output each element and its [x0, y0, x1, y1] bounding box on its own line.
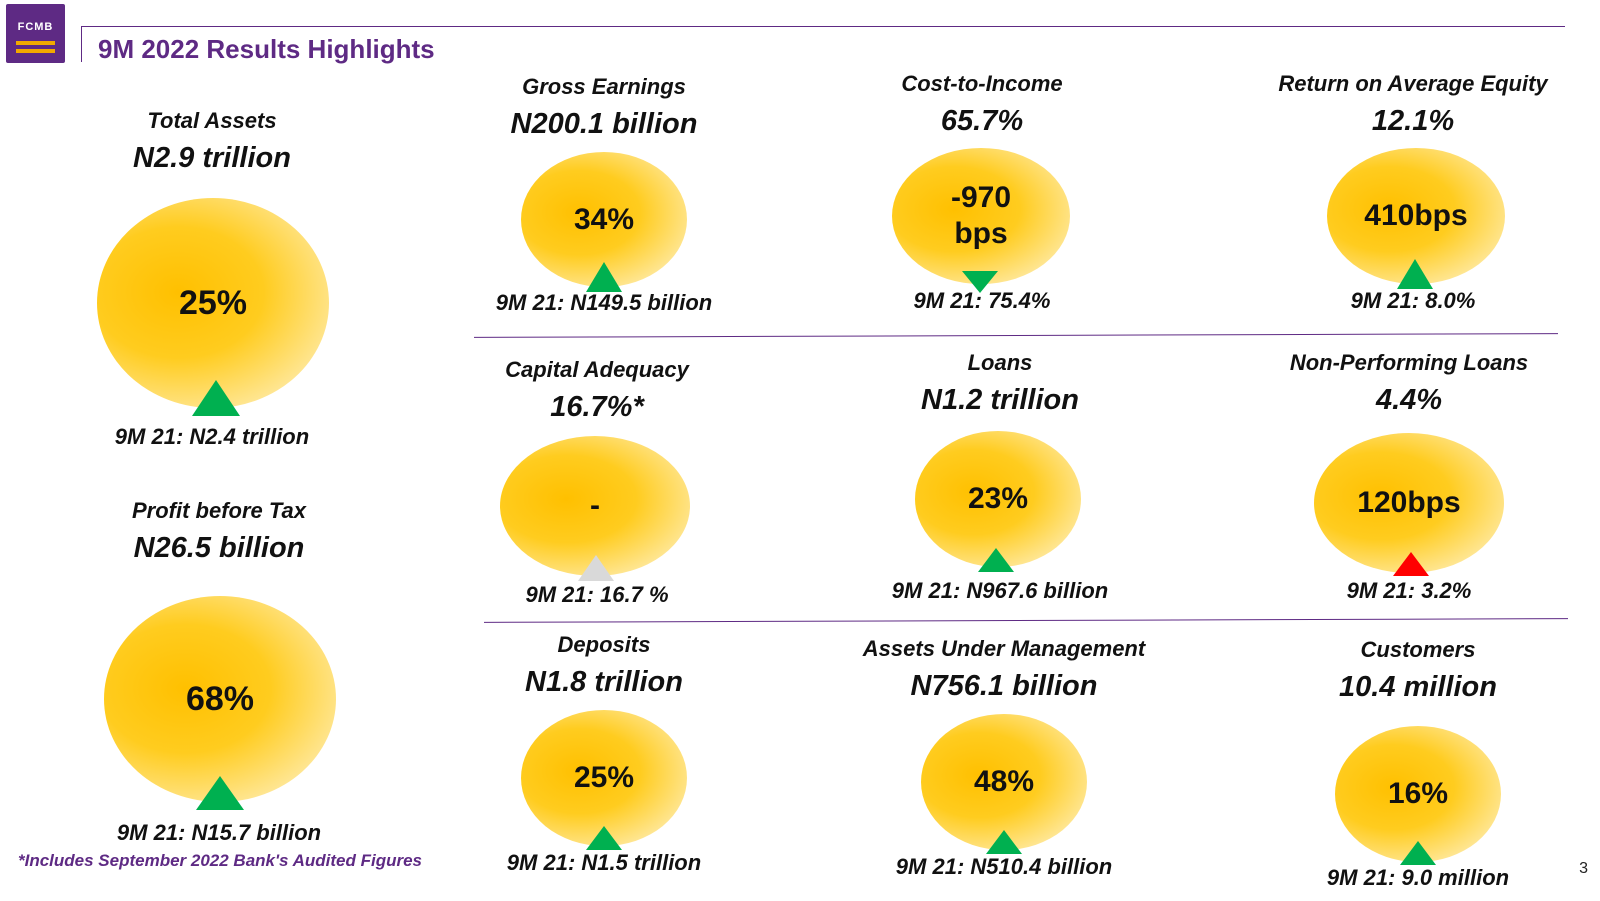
- logo-bar: [16, 41, 55, 45]
- page-number: 3: [1579, 860, 1588, 877]
- change-value: 410bps: [1364, 199, 1468, 232]
- metric-npl: Non-Performing Loans 4.4% 120bps 9M 21: …: [1249, 350, 1569, 610]
- metric-value: 65.7%: [940, 105, 1024, 137]
- metric-comparison: 9M 21: N967.6 billion: [891, 578, 1109, 603]
- metric-label: Total Assets: [147, 108, 277, 133]
- trend-up-icon: [1400, 841, 1436, 865]
- change-bubble: 68%: [104, 596, 336, 802]
- metric-label: Profit before Tax: [132, 498, 306, 523]
- trend-up-icon: [978, 548, 1014, 572]
- metric-label: Deposits: [557, 632, 651, 657]
- change-bubble: 25%: [97, 198, 329, 408]
- metric-value: N200.1 billion: [510, 108, 698, 140]
- logo-text: FCMB: [17, 21, 54, 33]
- trend-up-icon: [586, 262, 622, 292]
- metric-label: Gross Earnings: [522, 74, 686, 99]
- metric-total-assets: Total Assets N2.9 trillion 25% 9M 21: N2…: [42, 108, 382, 458]
- metric-comparison: 9M 21: 3.2%: [1346, 578, 1472, 603]
- metric-value: N1.8 trillion: [525, 666, 683, 698]
- metric-value: 4.4%: [1375, 384, 1443, 416]
- change-value: 48%: [973, 765, 1035, 798]
- metric-customers: Customers 10.4 million 16% 9M 21: 9.0 mi…: [1258, 637, 1578, 897]
- metric-value: N756.1 billion: [910, 670, 1098, 702]
- metric-comparison: 9M 21: N1.5 trillion: [506, 850, 702, 875]
- change-value: 34%: [573, 202, 635, 236]
- metric-label: Capital Adequacy: [505, 357, 689, 382]
- metric-value: 10.4 million: [1339, 671, 1497, 703]
- trend-up-icon: [986, 830, 1022, 854]
- page-title: 9M 2022 Results Highlights: [98, 34, 435, 64]
- header-rule: [81, 26, 1565, 27]
- metric-label: Loans: [967, 350, 1033, 375]
- metric-value: N1.2 trillion: [921, 384, 1079, 416]
- change-bubble: 25%: [521, 710, 687, 846]
- fcmb-logo: FCMB: [6, 4, 65, 63]
- metric-comparison: 9M 21: 9.0 million: [1326, 865, 1510, 890]
- trend-down-icon: [962, 271, 998, 293]
- footnote: *Includes September 2022 Bank's Audited …: [18, 851, 422, 870]
- change-bubble: -970 bps: [892, 148, 1070, 284]
- metric-comparison: 9M 21: 75.4%: [913, 288, 1051, 313]
- metric-value: 16.7%*: [550, 391, 644, 423]
- metric-gross-earnings: Gross Earnings N200.1 billion 34% 9M 21:…: [454, 74, 754, 334]
- trend-up-icon: [1397, 259, 1433, 289]
- metric-label: Return on Average Equity: [1278, 71, 1548, 96]
- metric-pbt: Profit before Tax N26.5 billion 68% 9M 2…: [49, 498, 389, 858]
- change-bubble: 23%: [915, 431, 1081, 567]
- trend-up-icon: [192, 380, 240, 416]
- metric-label: Assets Under Management: [862, 636, 1146, 661]
- change-bubble: -: [500, 436, 690, 576]
- row-divider: [484, 618, 1568, 623]
- metric-aum: Assets Under Management N756.1 billion 4…: [834, 636, 1174, 896]
- change-value: 16%: [1387, 777, 1449, 810]
- change-bubble: 48%: [921, 714, 1087, 850]
- header-divider-vertical: [81, 26, 82, 62]
- metric-comparison: 9M 21: 8.0%: [1350, 288, 1476, 313]
- metric-value: 12.1%: [1371, 105, 1455, 137]
- change-value: 120bps: [1357, 486, 1461, 519]
- trend-up-icon: [196, 776, 244, 810]
- change-value: 25%: [178, 283, 248, 322]
- metric-deposits: Deposits N1.8 trillion 25% 9M 21: N1.5 t…: [454, 632, 754, 892]
- change-value: -: [590, 489, 600, 522]
- metric-loans: Loans N1.2 trillion 23% 9M 21: N967.6 bi…: [840, 350, 1160, 610]
- metric-comparison: 9M 21: 16.7 %: [525, 582, 669, 607]
- change-bubble: 120bps: [1314, 433, 1504, 573]
- metric-capital-adequacy: Capital Adequacy 16.7%* - 9M 21: 16.7 %: [447, 357, 747, 617]
- trend-up-bad-icon: [1393, 552, 1429, 576]
- change-value: 25%: [573, 761, 635, 794]
- change-bubble: 16%: [1335, 726, 1501, 862]
- metric-label: Cost-to-Income: [901, 71, 1063, 96]
- change-value: 68%: [185, 679, 255, 718]
- metric-value: N26.5 billion: [133, 532, 305, 564]
- change-bubble: 410bps: [1327, 148, 1505, 284]
- logo-bar: [16, 49, 55, 53]
- change-value: 23%: [967, 482, 1029, 515]
- metric-roae: Return on Average Equity 12.1% 410bps 9M…: [1253, 71, 1573, 331]
- metric-comparison: 9M 21: N15.7 billion: [116, 820, 322, 845]
- metric-value: N2.9 trillion: [133, 142, 291, 174]
- change-value: -970 bps: [950, 181, 1012, 250]
- metric-comparison: 9M 21: N149.5 billion: [495, 290, 713, 315]
- metric-cost-to-income: Cost-to-Income 65.7% -970 bps 9M 21: 75.…: [832, 71, 1132, 331]
- metric-comparison: 9M 21: N2.4 trillion: [114, 424, 310, 449]
- trend-neutral-icon: [578, 555, 614, 581]
- metric-label: Customers: [1360, 637, 1476, 662]
- metric-label: Non-Performing Loans: [1289, 350, 1529, 375]
- trend-up-icon: [586, 826, 622, 850]
- metric-comparison: 9M 21: N510.4 billion: [895, 854, 1113, 879]
